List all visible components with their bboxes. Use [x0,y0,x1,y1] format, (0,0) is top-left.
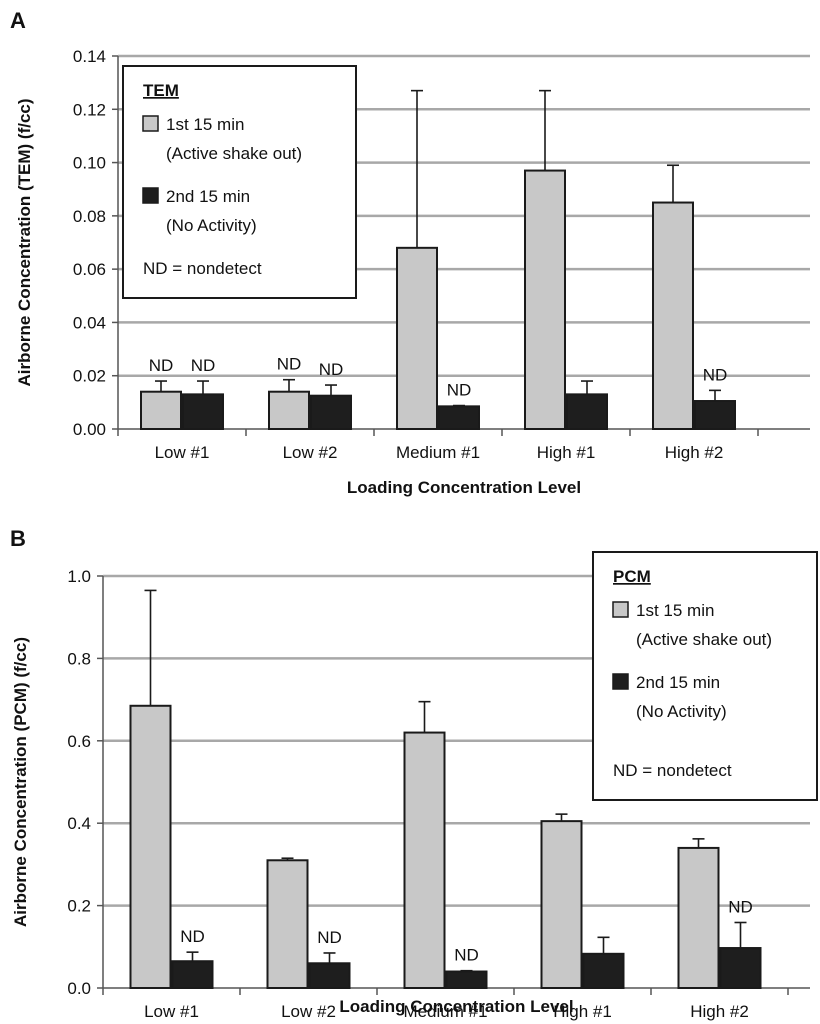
chart-b-svg: 0.0 0.2 0.4 0.6 0.8 1.0 Low #1 Low #2 Medium #1 H… [11,551,818,1021]
chart-b-bar-series1 [129,704,172,989]
chart-a-svg: 0.00 0.02 0.04 0.06 0.08 0.10 0.12 0.14 Low #1 Lo… [15,47,810,497]
chart-b-y-tick-label: 0.6 [67,732,91,751]
chart-a-legend-entry-line1: 1st 15 min [166,115,244,134]
chart-a-nd-label: ND [277,355,302,374]
chart-b-y-tick-label: 0.0 [67,979,91,998]
chart-b-bar-series1 [266,859,309,989]
chart-a-nd-label: ND [191,356,216,375]
chart-b-nd-label: ND [454,946,479,965]
chart-b-legend-swatch [612,673,629,690]
chart-a-legend-note: ND = nondetect [143,259,262,278]
chart-b-nd-label: ND [180,927,205,946]
panel-label-b: B [10,526,26,551]
chart-a-bar-series2 [566,393,608,431]
chart-a-bar-series2 [182,393,224,431]
chart-b-bar-series1 [403,731,446,989]
chart-panel-a: A 0.00 0.02 0.04 0.06 0.08 0.10 0.12 0.14 Low #1… [10,8,810,497]
chart-a-legend-title: TEM [143,81,179,100]
chart-b-legend-note: ND = nondetect [613,761,732,780]
chart-a-legend-box [122,65,357,299]
chart-b-y-tick-label: 0.2 [67,897,91,916]
chart-a-nd-label: ND [149,356,174,375]
chart-b-legend-entry-line2: (Active shake out) [636,630,772,649]
chart-a-bar-series1 [140,390,182,431]
chart-b-legend-entry-line1: 2nd 15 min [636,673,720,692]
chart-a-x-tick-label: Medium #1 [396,443,480,462]
chart-b-x-tick-label: Low #1 [144,1002,199,1021]
chart-a-bar-series2 [694,400,736,430]
chart-b-x-axis-title: Loading Concentration Level [339,997,573,1016]
chart-a-bar-series1 [652,201,694,430]
chart-a-x-tick-label: Low #1 [155,443,210,462]
chart-a-bar-series2 [310,394,352,431]
chart-b-x-tick-label: Low #2 [281,1002,336,1021]
chart-b-legend-swatch [612,601,629,618]
chart-a-x-tick-label: Low #2 [283,443,338,462]
chart-a-bar-series1 [268,390,310,431]
chart-b-x-tick-label: High #2 [690,1002,749,1021]
chart-b-x-tick-label: High #1 [553,1002,612,1021]
chart-b-y-tick-label: 0.8 [67,649,91,668]
chart-a-y-tick-label: 0.08 [73,207,106,226]
chart-b-bar-series2 [445,970,488,989]
chart-a-x-tick-label: High #1 [537,443,596,462]
chart-b-bar-series2 [719,947,762,990]
chart-a-y-tick-label: 0.00 [73,420,106,439]
chart-a-y-tick-label: 0.04 [73,313,106,332]
chart-a-legend-swatch [142,187,159,204]
chart-b-bar-series1 [677,846,720,990]
chart-b-bar-series1 [540,820,583,990]
chart-b-legend-title: PCM [613,567,651,586]
chart-b-x-tick-label: Medium #1 [403,1002,487,1021]
chart-a-x-tick-label: High #2 [665,443,724,462]
chart-b-bar-series2 [171,960,214,990]
chart-b-bar-series2 [582,952,625,989]
chart-b-y-tick-label: 0.4 [67,814,91,833]
chart-a-legend-entry-line2: (Active shake out) [166,144,302,163]
chart-a-x-axis-title: Loading Concentration Level [347,478,581,497]
panel-label-a: A [10,8,26,33]
chart-a-y-tick-label: 0.10 [73,154,106,173]
chart-a-bar-series1 [524,169,566,430]
chart-a-y-tick-label: 0.12 [73,100,106,119]
chart-a-legend-entry-line2: (No Activity) [166,216,257,235]
chart-b-nd-label: ND [728,897,753,916]
chart-a-legend-entry-line1: 2nd 15 min [166,187,250,206]
chart-b-legend-box [592,551,818,801]
chart-a-y-tick-label: 0.02 [73,367,106,386]
chart-b-legend-entry-line1: 1st 15 min [636,601,714,620]
chart-b-bar-series2 [308,962,351,989]
chart-a-bar-series2 [438,405,480,431]
chart-a-nd-label: ND [447,381,472,400]
chart-a-y-tick-label: 0.14 [73,47,106,66]
chart-a-legend-swatch [142,115,159,132]
chart-a-bar-series1 [396,246,438,430]
chart-b-nd-label: ND [317,928,342,947]
chart-b-y-axis-title: Airborne Concentration (PCM) (f/cc) [11,637,30,927]
chart-panel-b: B 0.0 0.2 0.4 0.6 0.8 1.0 Low #1 Low #2 Medium #… [0,512,820,1024]
chart-a-nd-label: ND [319,360,344,379]
chart-a-y-axis-title: Airborne Concentration (TEM) (f/cc) [15,98,34,386]
chart-a-nd-label: ND [703,365,728,384]
chart-b-y-tick-label: 1.0 [67,567,91,586]
chart-a-y-tick-label: 0.06 [73,260,106,279]
chart-b-legend-entry-line2: (No Activity) [636,702,727,721]
